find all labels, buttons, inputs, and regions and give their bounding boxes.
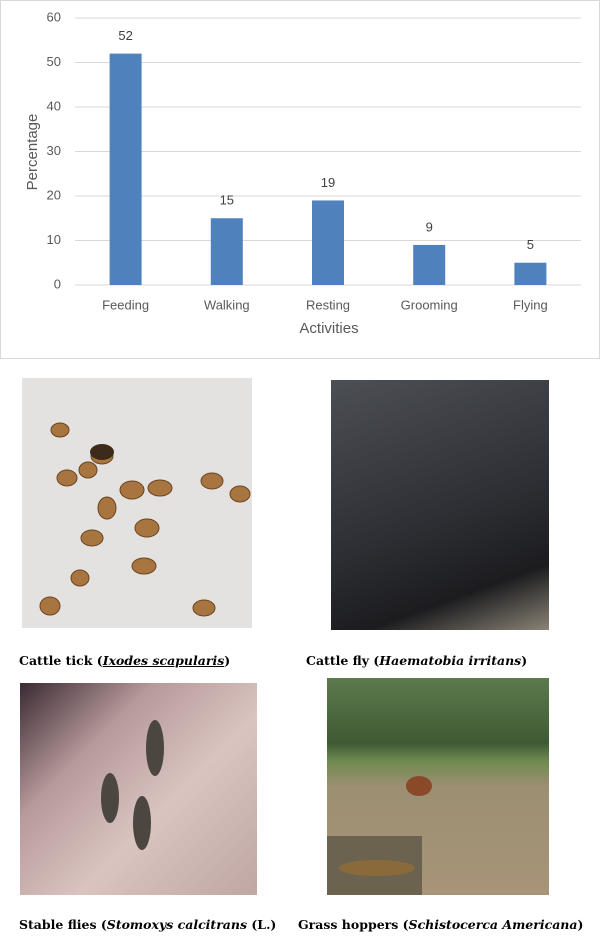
field-illustration [327, 776, 432, 895]
caption-text: (L.) [247, 917, 277, 932]
caption-text: ) [521, 653, 528, 668]
x-tick-label: Grooming [401, 297, 458, 312]
bar [210, 218, 243, 285]
x-tick-label: Walking [204, 297, 250, 312]
species-name: Schistocerca Americana [408, 917, 578, 932]
caption-text: ) [224, 653, 231, 668]
species-name: Ixodes scapularis [102, 653, 225, 668]
fly-photo [331, 380, 549, 630]
fly-illustration [101, 720, 164, 850]
caption-text: Cattle fly ( [306, 653, 380, 668]
y-tick-label: 50 [47, 54, 61, 69]
data-label: 19 [321, 175, 335, 190]
y-tick-label: 0 [54, 276, 61, 291]
caption: Cattle fly (Haematobia irritans) [306, 653, 527, 668]
x-tick-label: Resting [306, 297, 350, 312]
data-label: 52 [118, 28, 132, 43]
grasshopper-photo [327, 678, 549, 895]
species-name: Stomoxys calcitrans [106, 917, 248, 932]
bar [514, 262, 547, 285]
data-label: 5 [527, 237, 534, 252]
bar [413, 244, 446, 285]
caption-text: Cattle tick ( [19, 653, 103, 668]
bar [109, 53, 142, 285]
bar [312, 200, 344, 285]
y-tick-label: 20 [47, 187, 61, 202]
x-axis-label: Activities [299, 320, 358, 337]
caption: Grass hoppers (Schistocerca Americana) [298, 917, 583, 932]
data-label: 15 [220, 193, 234, 208]
tick-photo [22, 378, 252, 628]
y-tick-label: 40 [47, 98, 61, 113]
species-name: Haematobia irritans [379, 653, 522, 668]
chart: Activities Percentage 0 10 20 30 40 50 60 Feedi… [0, 0, 600, 359]
stable-fly-photo [20, 683, 257, 895]
y-tick-label: 60 [47, 9, 61, 24]
caption-text: Stable flies ( [19, 917, 107, 932]
y-axis-label: Percentage [24, 114, 41, 191]
caption: Stable flies (Stomoxys calcitrans (L.) [19, 917, 276, 932]
caption-text: Grass hoppers ( [298, 917, 409, 932]
y-tick-label: 10 [47, 232, 61, 247]
y-tick-label: 30 [47, 143, 61, 158]
caption: Cattle tick (Ixodes scapularis) [19, 653, 230, 668]
tick-illustration [39, 422, 251, 617]
chart-frame [0, 0, 600, 359]
x-tick-label: Flying [513, 297, 548, 312]
data-label: 9 [426, 219, 433, 234]
caption-text: ) [577, 917, 584, 932]
x-tick-label: Feeding [102, 297, 149, 312]
